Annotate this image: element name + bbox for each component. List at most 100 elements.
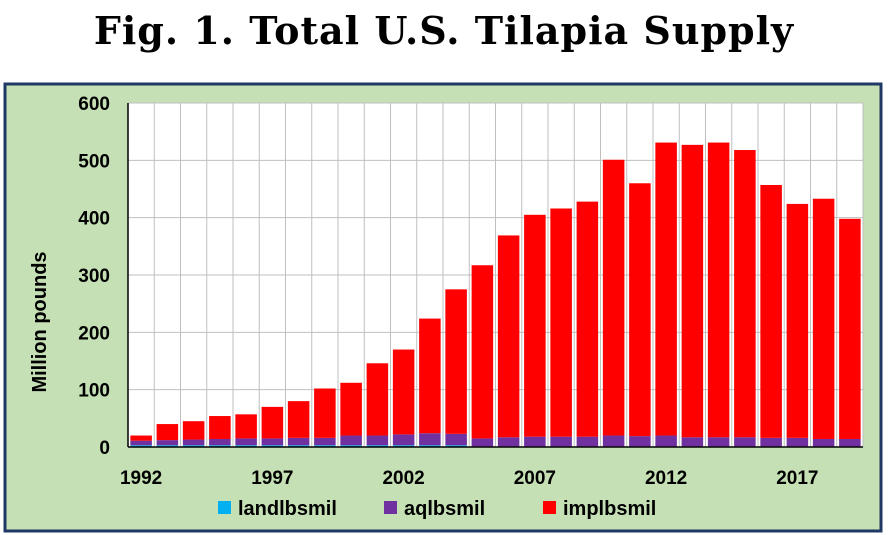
chart-title: Fig. 1. Total U.S. Tilapia Supply [93,8,795,53]
bar-landlbsmil-2002 [392,445,415,447]
bar-stack-2014 [707,142,730,447]
bar-implbsmil-2013 [681,144,704,438]
x-tick-label: 1997 [251,468,293,489]
bar-stack-2006 [497,235,520,447]
bar-implbsmil-1996 [235,414,257,439]
bar-stack-1992 [130,435,152,447]
bar-implbsmil-2009 [576,201,599,437]
legend-swatch [218,501,231,514]
bar-stack-2018 [812,198,835,447]
bar-stack-2002 [392,349,415,447]
bar-stack-2011 [629,183,651,447]
bar-implbsmil-1993 [156,424,179,441]
bar-stack-2013 [681,144,704,447]
x-tick-label: 2017 [776,468,818,489]
bar-aqlbsmil-1993 [156,440,179,446]
bar-aqlbsmil-2000 [340,435,362,446]
bar-implbsmil-2003 [419,318,441,434]
bar-implbsmil-2007 [524,214,546,437]
bar-aqlbsmil-2008 [550,436,572,447]
bar-stack-2017 [786,203,809,447]
bar-landlbsmil-1997 [261,445,284,447]
bar-implbsmil-1992 [130,435,152,441]
bar-landlbsmil-2003 [419,445,441,447]
bar-stack-2015 [734,150,756,447]
bar-stack-2001 [366,363,389,447]
bar-landlbsmil-2001 [366,445,389,447]
bar-stack-2008 [550,208,572,447]
bar-implbsmil-2019 [839,218,861,439]
bar-stack-2000 [340,382,362,447]
bar-aqlbsmil-1992 [130,440,152,446]
y-tick-label: 400 [78,209,110,230]
bar-stack-2005 [471,265,494,447]
legend-item-implbsmil: implbsmil [543,498,656,520]
legend-item-landlbsmil: landlbsmil [218,498,337,520]
bar-aqlbsmil-2014 [707,437,730,447]
bar-aqlbsmil-2018 [812,438,835,447]
bar-implbsmil-1999 [314,388,336,438]
bar-aqlbsmil-2004 [445,433,467,446]
bar-stack-1999 [314,388,336,447]
bar-aqlbsmil-1997 [261,438,284,446]
y-tick-label: 100 [78,381,110,402]
bar-aqlbsmil-2015 [734,437,756,447]
bar-implbsmil-2005 [471,265,494,439]
bar-implbsmil-2010 [602,159,625,436]
bar-stack-2003 [419,318,441,447]
bars [130,142,861,447]
bar-aqlbsmil-1998 [287,437,310,446]
bar-stack-1994 [182,421,205,447]
bar-aqlbsmil-2009 [576,436,599,447]
y-tick-label: 200 [78,323,110,344]
bar-landlbsmil-1992 [130,445,152,447]
bar-aqlbsmil-1999 [314,437,336,446]
y-tick-label: 300 [78,266,110,287]
legend-swatch [384,501,397,514]
bar-landlbsmil-1995 [209,445,231,447]
bar-implbsmil-2008 [550,208,572,437]
legend-label: aqlbsmil [404,498,485,520]
legend: landlbsmil aqlbsmil implbsmil [218,498,656,520]
bar-stack-1997 [261,406,284,447]
bar-landlbsmil-1998 [287,445,310,447]
bar-implbsmil-2018 [812,198,835,439]
y-tick-label: 500 [78,151,110,172]
x-tick-label: 2002 [382,468,424,489]
bar-stack-2019 [839,218,861,447]
bar-implbsmil-1997 [261,406,284,439]
bar-landlbsmil-2000 [340,445,362,447]
x-tick-label: 1992 [120,468,162,489]
bar-aqlbsmil-2001 [366,435,389,446]
bar-implbsmil-1994 [182,421,205,440]
bar-stack-1996 [235,414,257,447]
bar-implbsmil-2017 [786,203,809,438]
bar-stack-1998 [287,401,310,447]
bar-landlbsmil-1996 [235,445,257,447]
bar-stack-2007 [524,214,546,447]
x-tick-label: 2012 [645,468,687,489]
bar-implbsmil-2016 [760,184,782,438]
bar-stack-2009 [576,201,599,447]
bar-stack-2016 [760,184,782,447]
bar-aqlbsmil-2005 [471,438,494,447]
bar-aqlbsmil-2016 [760,437,782,447]
bar-aqlbsmil-2003 [419,433,441,446]
x-tick-label: 2007 [514,468,556,489]
bar-stack-2012 [655,142,677,447]
bar-implbsmil-2015 [734,150,756,438]
bar-stack-2010 [602,159,625,447]
bar-implbsmil-1995 [209,416,231,439]
bar-stack-2004 [445,289,467,447]
bar-aqlbsmil-2012 [655,435,677,447]
bar-implbsmil-2001 [366,363,389,436]
bar-aqlbsmil-1996 [235,438,257,446]
bar-implbsmil-2014 [707,142,730,438]
bar-landlbsmil-2004 [445,445,467,447]
bar-implbsmil-2006 [497,235,520,438]
y-tick-label: 0 [99,438,110,459]
bar-aqlbsmil-2002 [392,434,415,446]
bar-implbsmil-2012 [655,142,677,436]
bar-stack-1993 [156,424,179,447]
